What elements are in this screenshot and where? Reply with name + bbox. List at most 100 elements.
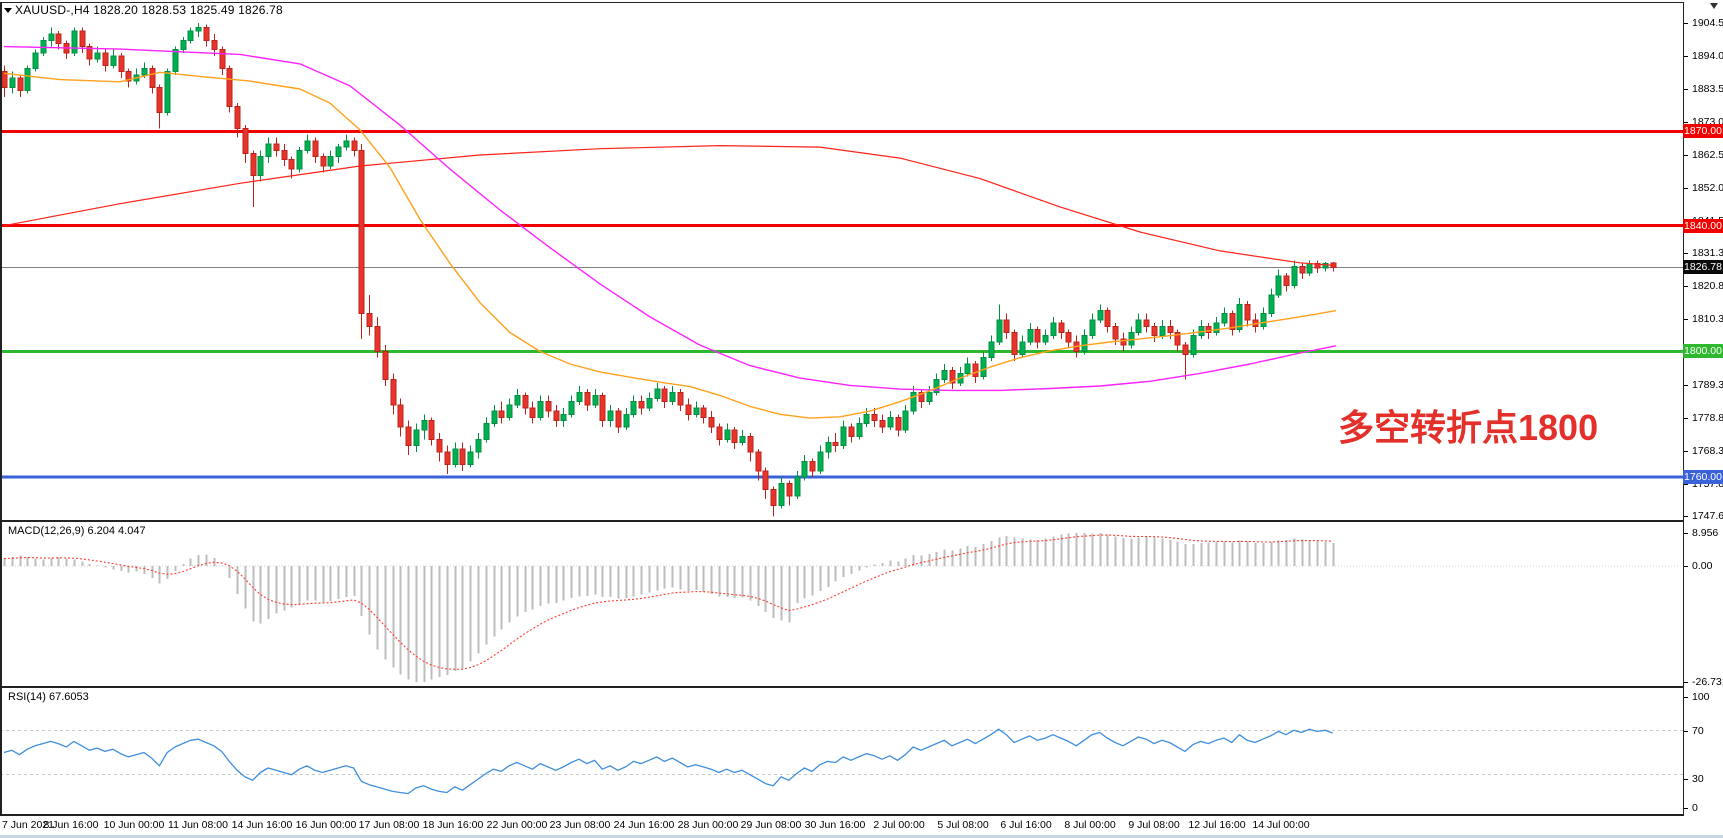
candle-body-up [825, 442, 832, 453]
candle-body-up [421, 420, 428, 431]
candle-body-up [32, 52, 39, 70]
candle-body-down [366, 313, 373, 327]
date-label: 11 Jun 08:00 [168, 819, 228, 831]
candle-body-up [40, 39, 47, 54]
date-label: 28 Jun 00:00 [677, 819, 739, 831]
candle-body-down [55, 33, 62, 44]
frame-left [0, 2, 2, 815]
date-label: 30 Jun 16:00 [804, 819, 866, 831]
ma-red-line [3, 145, 1337, 267]
candle-body-down [832, 442, 839, 447]
macd-label: MACD(12,26,9) 6.204 4.047 [8, 525, 146, 537]
candle-body-down [125, 71, 132, 82]
time-axis[interactable]: 7 Jun 2021 8 Jun 16:00 10 Jun 00:00 11 Jun … [0, 816, 1723, 835]
axis-tick-label: 1852.00 [1692, 182, 1723, 194]
candle-body-up [195, 27, 202, 32]
axis-tick-mark [1684, 89, 1688, 90]
candle-body-down [545, 401, 552, 412]
main-chart-pane[interactable] [0, 0, 1684, 521]
candle-body-down [1167, 325, 1174, 334]
axis-tick-mark [1684, 516, 1688, 517]
axis-tick-label: -26.731 [1692, 676, 1723, 688]
candle-body-down [1314, 262, 1321, 269]
candle-body-up [1128, 332, 1135, 346]
candle-body-up [1260, 313, 1267, 327]
candle-body-down [972, 363, 979, 378]
rsi-pane[interactable] [0, 688, 1684, 815]
candle-body-up [1135, 319, 1142, 334]
candle-body-up [257, 156, 264, 176]
candle-body-down [700, 407, 707, 418]
date-label: 17 Jun 08:00 [358, 819, 420, 831]
candle-body-up [24, 68, 31, 92]
axis-tick-label: 0 [1692, 802, 1698, 814]
candle-body-up [1097, 310, 1104, 321]
candle-body-up [1306, 262, 1313, 274]
axis-tick-label: 1904.50 [1692, 17, 1723, 29]
candle-body-up [980, 357, 987, 378]
title-dropdown-icon[interactable] [4, 8, 12, 13]
candle-body-down [879, 420, 886, 428]
candle-body-down [716, 426, 723, 440]
price-axis[interactable]: 1904.501894.001883.501873.001862.501852.… [1683, 0, 1723, 816]
axis-tick-mark [1684, 697, 1688, 698]
axis-tick-label: 1883.50 [1692, 83, 1723, 95]
candle-body-up [592, 394, 599, 406]
candle-body-down [1229, 313, 1236, 330]
candle-body-up [335, 146, 342, 158]
candle-body-down [918, 391, 925, 403]
candle-body-down [786, 482, 793, 497]
symbol-title: XAUUSD-,H4 1828.20 1828.53 1825.49 1826.… [15, 3, 283, 17]
candle-body-down [522, 394, 529, 409]
date-label: 10 Jun 00:00 [103, 819, 165, 831]
candle-body-down [1244, 303, 1251, 321]
candle-body-down [86, 46, 93, 60]
candle-body-down [747, 435, 754, 453]
candle-body-up [94, 52, 101, 60]
axis-tick-mark [1684, 484, 1688, 485]
candle-body-down [731, 429, 738, 444]
candle-body-down [638, 401, 645, 409]
candle-body-down [1120, 338, 1127, 346]
candle-body-up [141, 68, 148, 76]
candle-body-up [9, 77, 16, 88]
candle-body-down [288, 159, 295, 170]
candle-body-down [677, 391, 684, 406]
candle-body-up [887, 416, 894, 428]
candle-body-down [661, 388, 668, 403]
candle-body-up [739, 435, 746, 444]
candle-body-up [1081, 335, 1088, 352]
axis-tick-mark [1684, 731, 1688, 732]
candle-body-down [219, 49, 226, 70]
candle-body-down [1283, 275, 1290, 286]
candle-body-down [584, 391, 591, 406]
candle-body-up [1042, 335, 1049, 343]
candle-body-down [382, 350, 389, 381]
candle-body-down [250, 152, 257, 176]
candle-body-down [1058, 322, 1065, 334]
candle-body-down [351, 140, 358, 151]
candle-body-down [553, 410, 560, 422]
date-label: 23 Jun 08:00 [549, 819, 611, 831]
candle-body-up [988, 341, 995, 359]
pane-separator-3 [0, 814, 1684, 816]
candle-body-up [110, 55, 117, 66]
corner-arrow-icon [1710, 3, 1718, 9]
axis-tick-label: 1894.00 [1692, 50, 1723, 62]
candle-body-up [343, 140, 350, 148]
candle-body-up [607, 410, 614, 422]
macd-pane[interactable] [0, 522, 1684, 686]
candle-body-down [203, 27, 210, 41]
candle-body-down [118, 55, 125, 73]
date-label: 18 Jun 16:00 [422, 819, 484, 831]
axis-tick-label: 70 [1692, 725, 1704, 737]
axis-tick-mark [1684, 418, 1688, 419]
candle-body-down [615, 410, 622, 428]
axis-tick-label: 1820.80 [1692, 280, 1723, 292]
candle-body-up [265, 143, 272, 158]
candle-body-up [654, 388, 661, 400]
bottom-strip [0, 835, 1723, 838]
candle-body-up [856, 423, 863, 437]
candle-body-down [685, 404, 692, 415]
candle-body-down [17, 77, 24, 92]
